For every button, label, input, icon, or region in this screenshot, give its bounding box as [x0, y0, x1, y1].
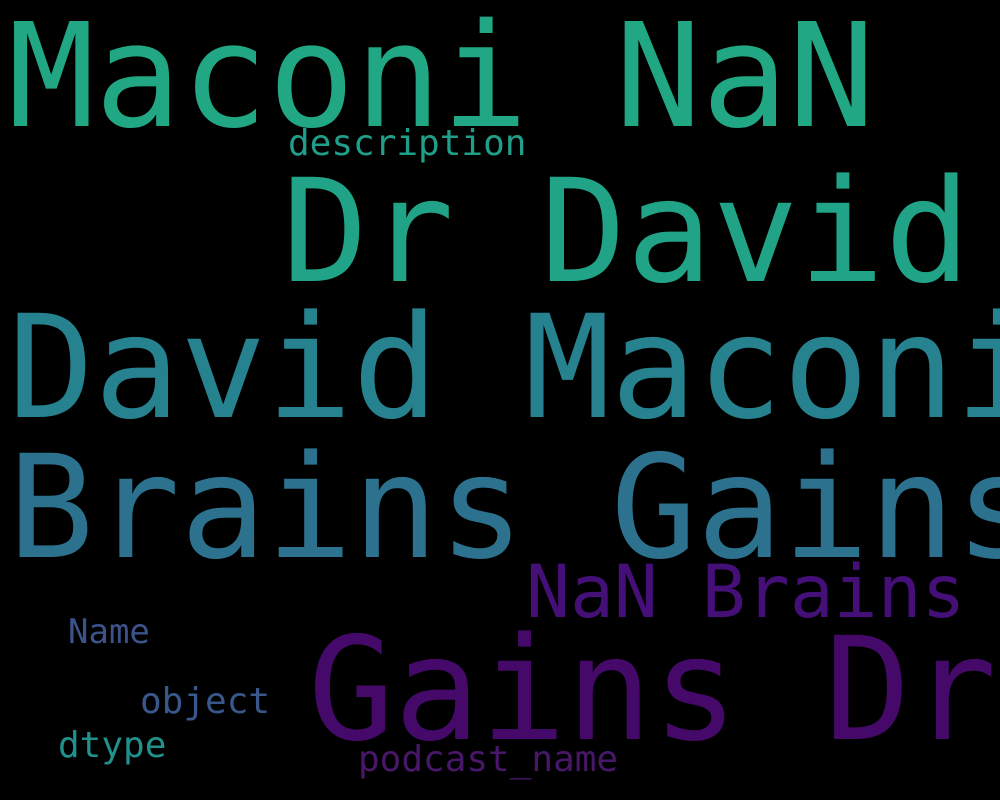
word-nan-brains: NaN Brains: [526, 550, 966, 635]
word-name: Name: [68, 612, 150, 652]
word-dtype: dtype: [58, 725, 167, 766]
word-maconi-nan: Maconi NaN: [8, 0, 875, 160]
word-object: object: [140, 681, 271, 722]
word-podcast-name: podcast_name: [358, 739, 619, 780]
word-brains-gains: Brains Gains: [8, 424, 1000, 591]
word-dr-david: Dr David: [282, 148, 971, 315]
word-gains-dr: Gains Dr: [308, 606, 997, 773]
word-description: description: [288, 123, 527, 164]
word-david-maconi: David Maconi: [8, 284, 1000, 451]
